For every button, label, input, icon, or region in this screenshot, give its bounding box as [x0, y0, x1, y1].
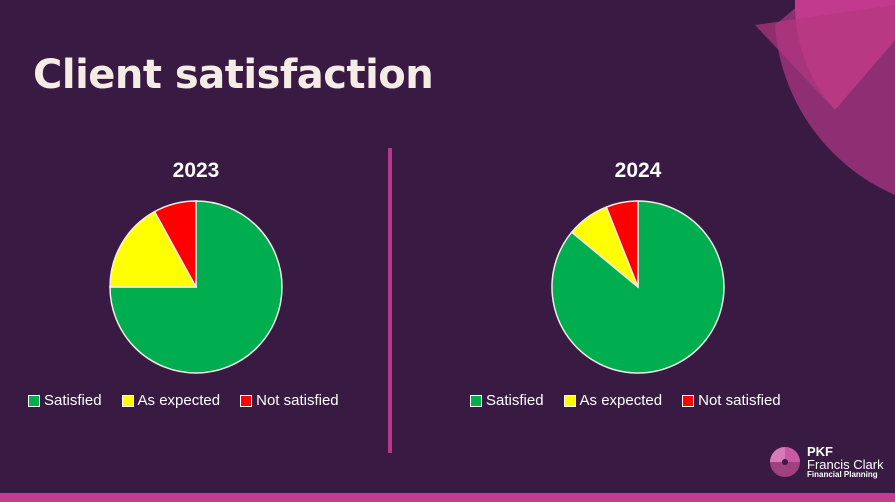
pie-2024: [551, 200, 725, 374]
legend: Satisfied As expected Not satisfied: [470, 392, 850, 409]
page-title: Client satisfaction: [33, 52, 434, 98]
logo-line3: Financial Planning: [807, 470, 878, 479]
chart-title: 2023: [172, 159, 220, 182]
legend-swatch: [240, 394, 253, 407]
company-logo: PKF Francis Clark Financial Planning: [769, 445, 884, 479]
logo-icon: [770, 447, 800, 477]
legend-item: Satisfied: [470, 392, 544, 409]
legend-label: Satisfied: [486, 392, 544, 409]
legend-item: Not satisfied: [240, 392, 339, 409]
legend-label: As expected: [579, 392, 663, 409]
legend-item: Satisfied: [28, 392, 102, 409]
legend-swatch: [28, 394, 40, 407]
legend-item: Not satisfied: [682, 392, 781, 409]
pie-slice-not-satisfied: [153, 200, 197, 288]
pie-2023: [109, 200, 283, 374]
chart-2024: 2024 Satisfied As expected Not satisfied: [448, 150, 828, 409]
legend-label: As expected: [137, 392, 221, 409]
legend-swatch: [121, 394, 134, 407]
pie-slice-as-expected: [109, 210, 198, 288]
chart-title: 2024: [614, 159, 662, 182]
legend-item: As expected: [563, 392, 663, 409]
legend-label: Not satisfied: [698, 392, 781, 409]
chart-2023: 2023 Satisfied As expected Not satisfied: [6, 150, 386, 409]
bottom-bar: [0, 493, 895, 502]
logo-line1: PKF: [807, 444, 833, 459]
pie-slice-satisfied: [109, 200, 283, 374]
logo-line2: Francis Clark: [807, 457, 884, 472]
legend-swatch: [682, 394, 695, 407]
corner-decoration: [755, 0, 895, 195]
legend-label: Not satisfied: [256, 392, 339, 409]
divider: [388, 148, 392, 453]
pie-slice-satisfied: [551, 200, 725, 374]
legend-swatch: [470, 394, 482, 407]
legend: Satisfied As expected Not satisfied: [28, 392, 408, 409]
legend-swatch: [563, 394, 576, 407]
pie-slice-not-satisfied: [605, 200, 639, 288]
legend-item: As expected: [121, 392, 221, 409]
legend-label: Satisfied: [44, 392, 102, 409]
